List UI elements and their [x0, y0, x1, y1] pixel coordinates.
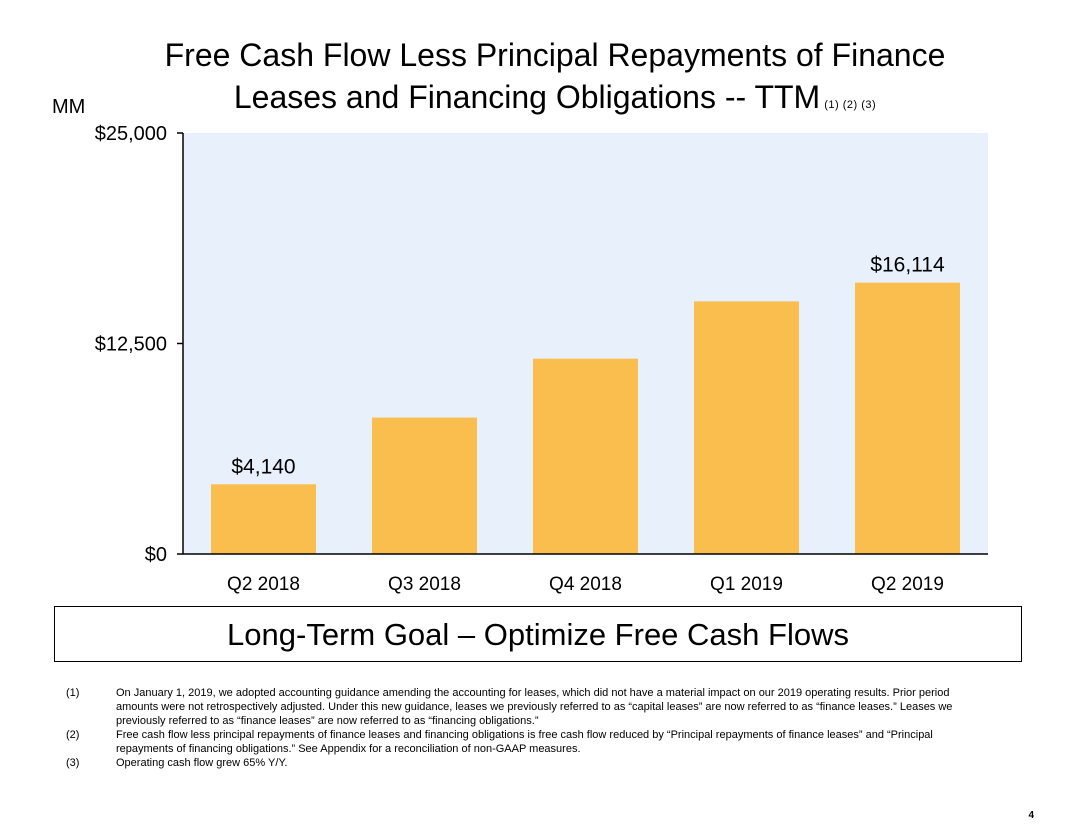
bar-q2-2019 [855, 282, 960, 554]
chart-title-line-2-text: Leases and Financing Obligations -- TTM [233, 79, 821, 115]
footnote-number: (2) [66, 729, 80, 741]
data-label: $4,140 [231, 455, 295, 478]
footnote-3: (3) Operating cash flow grew 65% Y/Y. [66, 756, 966, 770]
footnote-number: (3) [66, 757, 80, 769]
x-tick-label: Q2 2018 [227, 574, 300, 595]
x-tick-label: Q2 2019 [871, 574, 944, 595]
chart-title: Free Cash Flow Less Principal Repayments… [100, 34, 1010, 126]
bar-q3-2018 [372, 417, 477, 554]
footnotes: (1) On January 1, 2019, we adopted accou… [66, 686, 966, 770]
y-tick-label: $12,500 [95, 334, 167, 356]
y-axis-unit-label: MM [52, 96, 86, 118]
footnote-text: Free cash flow less principal repayments… [116, 729, 933, 755]
long-term-goal-box: Long-Term Goal – Optimize Free Cash Flow… [54, 606, 1022, 662]
data-label: $16,114 [870, 254, 945, 277]
y-tick-label: $0 [145, 544, 167, 566]
page-number: 4 [1028, 810, 1034, 821]
x-tick-label: Q4 2018 [549, 574, 622, 595]
y-tick-label: $25,000 [95, 123, 167, 145]
footnote-text: On January 1, 2019, we adopted accountin… [116, 687, 953, 727]
bar-chart: $4,140 Q2 2018 Q3 2018 Q4 2018 Q1 2019 $16,11… [95, 123, 988, 595]
bar-q4-2018 [533, 358, 638, 554]
footnote-1: (1) On January 1, 2019, we adopted accou… [66, 686, 966, 728]
chart-title-line-1: Free Cash Flow Less Principal Repayments… [164, 37, 946, 73]
title-footnote-refs: (1) (2) (3) [824, 99, 877, 111]
footnote-text: Operating cash flow grew 65% Y/Y. [116, 757, 288, 769]
footnote-2: (2) Free cash flow less principal repaym… [66, 728, 966, 756]
footnote-number: (1) [66, 687, 80, 699]
x-tick-label: Q1 2019 [710, 574, 783, 595]
bar-q2-2018 [211, 484, 316, 554]
long-term-goal-text: Long-Term Goal – Optimize Free Cash Flow… [227, 617, 849, 652]
chart-title-line-2: Leases and Financing Obligations -- TTM(… [100, 76, 1010, 126]
x-tick-label: Q3 2018 [388, 574, 461, 595]
bar-q1-2019 [694, 301, 799, 554]
